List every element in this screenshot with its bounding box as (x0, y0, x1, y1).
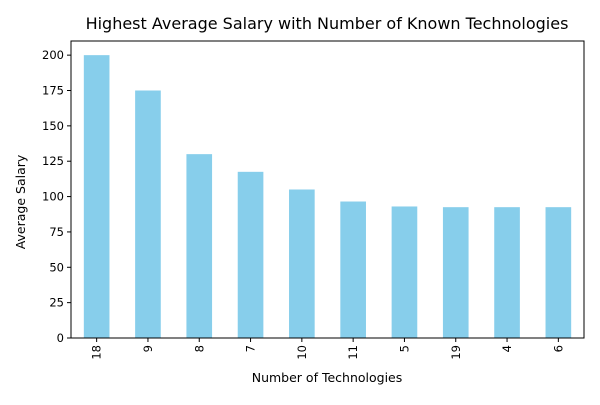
x-axis-label: Number of Technologies (252, 370, 403, 385)
x-tick-label-18: 18 (90, 345, 104, 360)
chart-title: Highest Average Salary with Number of Kn… (86, 14, 569, 33)
y-tick-label-175: 175 (42, 84, 64, 98)
y-tick-label-150: 150 (42, 119, 64, 133)
x-tick-label-4: 4 (500, 345, 514, 352)
y-tick-label-200: 200 (42, 48, 64, 62)
bar-10 (289, 189, 315, 338)
x-tick-label-8: 8 (192, 345, 206, 352)
y-tick-label-25: 25 (49, 296, 64, 310)
x-tick-label-11: 11 (346, 345, 360, 360)
bar-7 (237, 171, 264, 338)
bar-9 (135, 90, 161, 338)
bar-6 (545, 207, 572, 338)
bar-19 (442, 207, 469, 338)
x-tick-label-10: 10 (295, 345, 309, 360)
y-tick-label-125: 125 (42, 154, 64, 168)
x-tick-label-6: 6 (551, 345, 565, 352)
x-tick-label-5: 5 (397, 345, 411, 352)
y-axis-label: Average Salary (13, 154, 28, 249)
y-tick-label-100: 100 (42, 190, 64, 204)
bar-5 (391, 206, 418, 338)
x-tick-label-19: 19 (449, 345, 463, 360)
bar-11 (340, 201, 366, 338)
y-tick-label-0: 0 (57, 331, 64, 345)
y-tick-label-50: 50 (49, 260, 64, 274)
bar-18 (83, 55, 110, 339)
x-tick-label-7: 7 (244, 345, 258, 352)
bar-8 (186, 154, 213, 338)
y-tick-label-75: 75 (49, 225, 64, 239)
bar-4 (494, 207, 520, 338)
x-tick-label-9: 9 (141, 345, 155, 352)
plot-frame (70, 40, 585, 339)
plot-area: 0 25 50 75 100 125 150 175 200 18 9 8 7 10 11 5 19 4 6 (42, 40, 585, 360)
